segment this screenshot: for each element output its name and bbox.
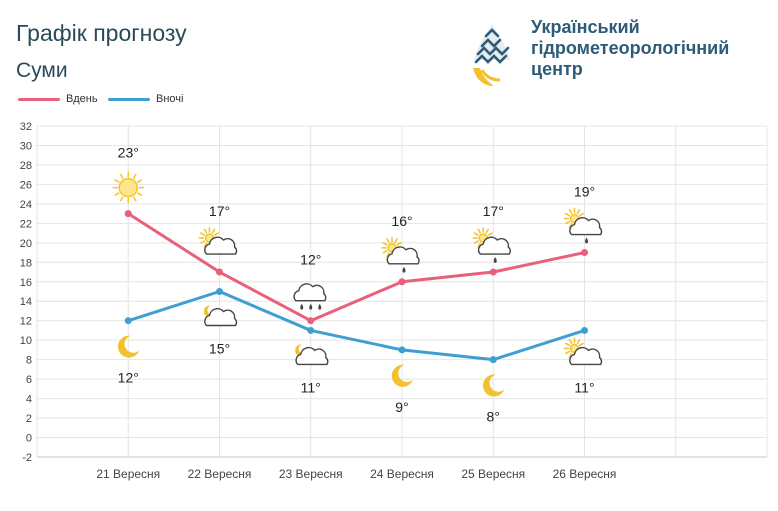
series-line-night (127, 290, 585, 362)
y-tick-label: 4 (26, 394, 32, 406)
org-name-line2: гідрометеорологічний (531, 38, 730, 58)
legend-item-day[interactable]: Вдень (18, 93, 98, 105)
y-tick-label: 10 (20, 335, 32, 347)
night-temp-label: 11° (574, 379, 594, 395)
y-tick-label: 14 (20, 296, 32, 308)
day-temp-label: 19° (574, 184, 595, 200)
moon-icon (391, 364, 413, 387)
org-logo (472, 24, 512, 86)
day-temp-label: 17° (483, 203, 504, 219)
y-tick-label: 12 (20, 316, 32, 328)
moon-icon (117, 335, 140, 358)
sun-icon (112, 171, 145, 204)
x-tick-label: 25 Вересня (461, 467, 525, 481)
y-tick-label: -2 (22, 452, 32, 464)
y-tick-label: 16 (20, 277, 32, 289)
night-temp-label: 12° (118, 370, 139, 386)
data-point-day (581, 249, 588, 257)
y-tick-label: 30 (20, 140, 32, 152)
legend-label-day: Вдень (66, 93, 98, 105)
data-point-night (489, 356, 497, 364)
data-point-day (398, 278, 406, 286)
data-point-night (216, 288, 223, 295)
y-tick-label: 32 (20, 121, 32, 133)
data-point-night (398, 346, 406, 354)
day-temp-label: 23° (118, 145, 139, 161)
y-tick-label: 8 (26, 355, 32, 367)
partly-cloudy-night-icon (295, 344, 329, 366)
day-temp-label: 12° (300, 252, 321, 268)
night-temp-label: 8° (487, 409, 500, 425)
cloud-rain-icon (293, 283, 327, 310)
y-tick-label: 26 (20, 179, 32, 191)
partly-cloudy-night-icon (203, 305, 238, 327)
y-tick-label: 2 (26, 413, 32, 425)
series-line-day (127, 212, 585, 323)
partly-cloudy-rain-icon (563, 207, 603, 244)
day-temp-label: 17° (209, 203, 230, 219)
partly-cloudy-rain-icon (381, 236, 420, 273)
y-tick-label: 24 (20, 199, 32, 211)
legend-item-night[interactable]: Вночі (108, 93, 183, 105)
x-tick-label: 22 Вересня (188, 467, 252, 481)
x-tick-label: 26 Вересня (553, 467, 617, 481)
data-point-day (124, 210, 132, 218)
chart-title: Графік прогнозу (16, 20, 187, 46)
drop-logo-icon (472, 24, 512, 86)
legend-swatch-night (108, 97, 150, 101)
org-name-line1: Український (531, 17, 640, 37)
city-name: Суми (16, 59, 68, 82)
y-tick-label: 28 (20, 160, 32, 172)
x-tick-label: 24 Вересня (370, 467, 434, 481)
y-tick-label: 0 (26, 433, 32, 445)
data-point-night (124, 317, 132, 325)
legend-swatch-day (18, 97, 60, 101)
night-temp-label: 15° (209, 341, 230, 357)
y-tick-label: 20 (20, 238, 32, 250)
night-temp-label: 9° (395, 399, 408, 415)
y-tick-label: 22 (20, 218, 32, 230)
data-point-day (216, 268, 223, 276)
partly-cloudy-rain-icon (472, 227, 511, 264)
day-temp-label: 16° (391, 213, 412, 229)
x-tick-label: 21 Вересня (96, 467, 160, 481)
partly-cloudy-icon (563, 337, 603, 366)
data-point-night (307, 326, 315, 334)
y-tick-label: 6 (26, 374, 32, 386)
x-tick-label: 23 Вересня (279, 467, 343, 481)
data-point-day (489, 268, 497, 276)
data-point-night (581, 326, 588, 334)
moon-icon (482, 374, 505, 397)
night-temp-label: 11° (301, 379, 321, 395)
y-tick-label: 18 (20, 257, 32, 269)
org-name: Український гідрометеорологічний центр (531, 17, 729, 80)
data-point-day (307, 317, 315, 325)
partly-cloudy-icon (198, 227, 238, 255)
org-name-line3: центр (531, 59, 583, 79)
legend-label-night: Вночі (156, 93, 184, 105)
